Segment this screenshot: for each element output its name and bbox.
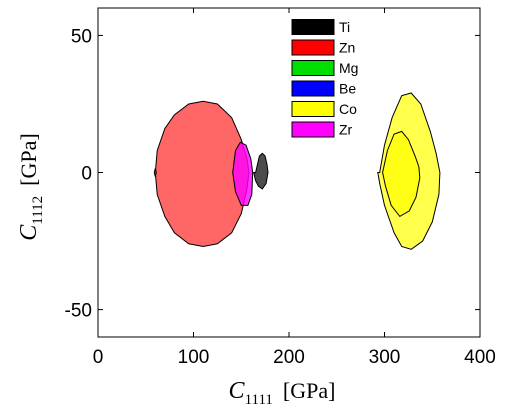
x-tick-label: 100 — [178, 347, 210, 368]
y-tick-label: 0 — [81, 164, 92, 185]
y-axis-label: C1112[GPa] — [16, 133, 46, 240]
region-zr-0 — [232, 141, 254, 206]
legend-swatch-be — [291, 80, 335, 97]
x-tick-label: 200 — [273, 347, 305, 368]
legend-label-zn: Zn — [339, 40, 355, 56]
y-tick-label: -50 — [65, 301, 92, 322]
legend-swatch-co — [291, 101, 335, 117]
legend-label-ti: Ti — [339, 19, 350, 35]
y-tick-label: 50 — [71, 26, 92, 47]
x-axis-label: C1111 [GPa] — [229, 378, 336, 408]
x-tick-label: 0 — [93, 347, 104, 368]
region-co-1 — [382, 130, 421, 218]
x-tick-label: 300 — [369, 347, 401, 368]
ticks: 0 100 200 300 400 -50 0 50 — [65, 8, 496, 368]
region-ti-0 — [253, 152, 269, 190]
legend-swatch-mg — [291, 60, 335, 76]
legend-label-co: Co — [339, 101, 357, 117]
legend-swatch-ti — [291, 19, 335, 35]
region-mg-0 — [153, 168, 157, 177]
legend-label-mg: Mg — [339, 60, 358, 76]
plot-regions — [153, 92, 441, 250]
legend-label-zr: Zr — [339, 122, 353, 138]
x-tick-label: 400 — [464, 347, 496, 368]
legend-label-be: Be — [339, 81, 356, 97]
legend-swatch-zn — [291, 39, 335, 56]
legend: Ti Zn Mg Be Co Zr — [291, 19, 358, 138]
legend-swatch-zr — [291, 121, 335, 138]
